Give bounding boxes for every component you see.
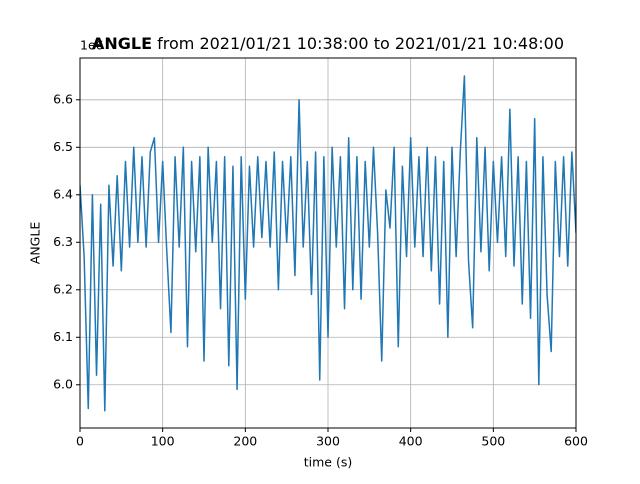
y-tick-label: 6.4 xyxy=(53,186,73,201)
data-line xyxy=(80,75,576,412)
chart-title: ANGLE from 2021/01/21 10:38:00 to 2021/0… xyxy=(92,34,564,53)
x-tick-label: 0 xyxy=(76,434,84,449)
y-offset-label: 1e6 xyxy=(80,38,104,53)
title-rest: from 2021/01/21 10:38:00 to 2021/01/21 1… xyxy=(152,34,564,53)
y-tick-label: 6.0 xyxy=(53,376,73,391)
ticks: 0 100 200 300 400 500 600 6.0 6.1 6.2 6.3 6.4 6.5 6.6 xyxy=(53,91,588,448)
y-tick-label: 6.6 xyxy=(53,91,73,106)
x-tick-label: 400 xyxy=(399,434,423,449)
x-tick-label: 500 xyxy=(481,434,505,449)
y-tick-label: 6.3 xyxy=(53,234,73,249)
y-tick-label: 6.1 xyxy=(53,329,73,344)
plot-area xyxy=(80,75,576,412)
y-tick-label: 6.2 xyxy=(53,281,73,296)
y-tick-label: 6.5 xyxy=(53,139,73,154)
x-tick-label: 100 xyxy=(151,434,175,449)
x-tick-label: 600 xyxy=(564,434,588,449)
x-axis-label: time (s) xyxy=(304,455,352,470)
title-bold: ANGLE xyxy=(92,34,152,53)
x-tick-label: 300 xyxy=(316,434,340,449)
x-tick-label: 200 xyxy=(233,434,257,449)
y-axis-label: ANGLE xyxy=(28,222,43,265)
